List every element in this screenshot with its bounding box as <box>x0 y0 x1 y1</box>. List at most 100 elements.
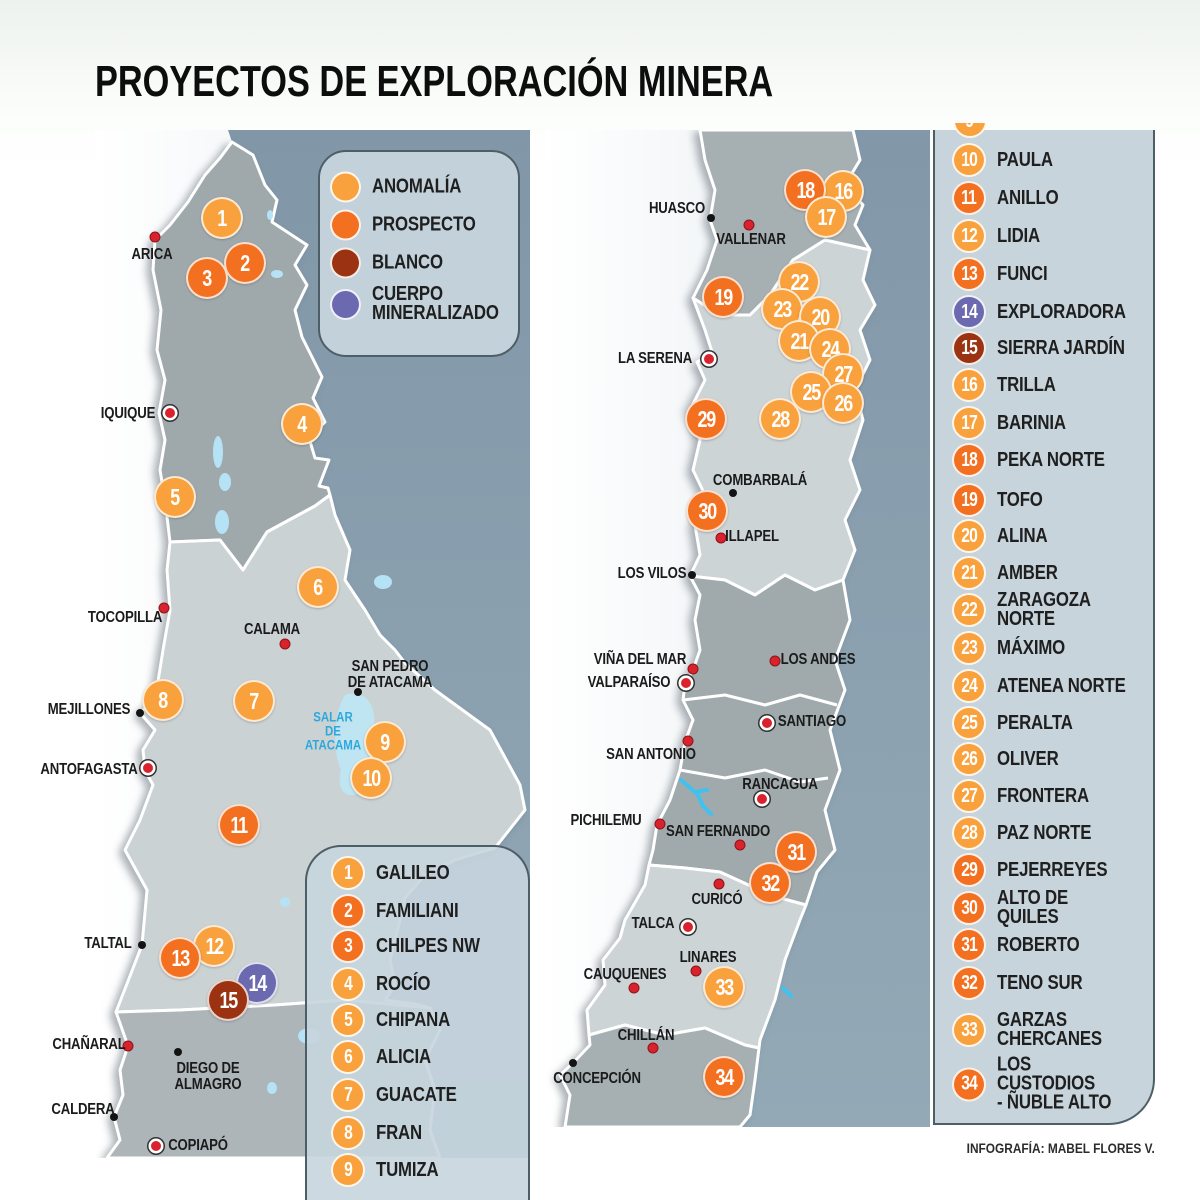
marker-5: 5 <box>154 476 196 518</box>
list-circle-10: 10 <box>952 143 986 177</box>
list-circle-partial-9: 9 <box>953 123 987 138</box>
list-circle-33: 33 <box>952 1013 986 1047</box>
city-label-la-serena: LA SERENA <box>617 350 693 368</box>
list-label-9: TUMIZA <box>376 1158 439 1181</box>
list-circle-6: 6 <box>331 1040 365 1074</box>
map-north-overlay: ARICA IQUIQUE TOCOPILLA CALAMA SAN PEDRO DE … <box>40 130 530 1158</box>
city-label-vi-a-del-mar: VIÑA DEL MAR <box>593 651 687 669</box>
list-item-10: 10 PAULA <box>952 143 1063 177</box>
city-label-diego-de-almagro: DIEGO DE ALMAGRO <box>174 1060 242 1093</box>
city-dot-vallenar <box>743 219 755 231</box>
city-label-los-vilos: LOS VILOS <box>617 565 687 583</box>
city-dot-diego-de-almagro <box>174 1048 182 1056</box>
list-item-9: 9 TUMIZA <box>331 1153 450 1187</box>
list-label-27: FRONTERA <box>997 784 1089 807</box>
marker-1: 1 <box>201 197 243 239</box>
legend-item-blanco: BLANCO <box>330 247 456 279</box>
anomal-a-swatch <box>330 171 361 203</box>
marker-31: 31 <box>775 831 817 873</box>
city-label-calama: CALAMA <box>243 621 301 639</box>
legend-label: ANOMALÍA <box>372 175 462 198</box>
list-label-22: ZARAGOZA NORTE <box>997 589 1091 630</box>
list-item-15: 15 SIERRA JARDÍN <box>952 331 1149 365</box>
list-label-23: MÁXIMO <box>997 636 1066 659</box>
city-dot-arica <box>149 231 161 243</box>
city-label-talca: TALCA <box>631 915 675 933</box>
marker-9: 9 <box>364 721 406 763</box>
city-label-arica: ARICA <box>131 246 173 264</box>
marker-13: 13 <box>159 937 201 979</box>
list-item-4: 4 ROCÍO <box>331 967 441 1001</box>
list-circle-13: 13 <box>952 257 986 291</box>
list-circle-31: 31 <box>952 928 986 962</box>
list-circle-21: 21 <box>952 556 986 590</box>
city-label-huasco: HUASCO <box>648 200 706 218</box>
city-dot-san-fernando <box>734 839 746 851</box>
city-label-cha-aral: CHAÑARAL <box>52 1036 126 1054</box>
city-label-copiap: COPIAPÓ <box>168 1137 228 1155</box>
list-item-32: 32 TENO SUR <box>952 966 1099 1000</box>
list-circle-20: 20 <box>952 519 986 553</box>
city-label-tocopilla: TOCOPILLA <box>87 609 163 627</box>
legend-label: BLANCO <box>372 251 443 274</box>
list-label-30: ALTO DE QUILES <box>997 887 1069 928</box>
list-label-10: PAULA <box>997 148 1053 171</box>
list-item-26: 26 OLIVER <box>952 742 1070 776</box>
list-circle-18: 18 <box>952 443 986 477</box>
list-label-26: OLIVER <box>997 747 1059 770</box>
city-dot-concepci-n <box>569 1059 577 1067</box>
list-circle-14: 14 <box>952 295 986 329</box>
list-circle-7: 7 <box>331 1078 365 1112</box>
legend-label: CUERPO MINERALIZADO <box>372 283 499 324</box>
marker-30: 30 <box>686 490 728 532</box>
list-item-30: 30 ALTO DE QUILES <box>952 887 1153 928</box>
legend-item-cuerpo-mineralizado: CUERPO MINERALIZADO <box>330 283 523 324</box>
marker-8: 8 <box>142 679 184 721</box>
list-label-8: FRAN <box>376 1121 422 1144</box>
city-label-illapel: ILLAPEL <box>725 528 779 546</box>
city-dot-la-serena <box>704 354 714 364</box>
list-circle-27: 27 <box>952 779 986 813</box>
list-label-17: BARINIA <box>997 411 1066 434</box>
city-dot-huasco <box>707 214 715 222</box>
legend-panel: ANOMALÍA PROSPECTO BLANCO CUERPO MINERALIZA… <box>318 150 520 357</box>
prospecto-swatch <box>330 209 361 241</box>
list-circle-15: 15 <box>952 331 986 365</box>
list-label-12: LIDIA <box>997 224 1041 247</box>
list-circle-1: 1 <box>331 856 365 890</box>
marker-11: 11 <box>218 804 260 846</box>
list-label-15: SIERRA JARDÍN <box>997 336 1125 359</box>
list-circle-12: 12 <box>952 219 986 253</box>
list-item-19: 19 TOFO <box>952 483 1051 517</box>
list-label-31: ROBERTO <box>997 933 1080 956</box>
list-label-7: GUACATE <box>376 1083 457 1106</box>
marker-10: 10 <box>350 757 392 799</box>
city-dot-talca <box>683 922 693 932</box>
city-dot-combarbal <box>729 489 737 497</box>
city-label-taltal: TALTAL <box>84 935 132 953</box>
list-circle-9: 9 <box>331 1153 365 1187</box>
list-circle-3: 3 <box>331 929 365 963</box>
list-circle-25: 25 <box>952 706 986 740</box>
cuerpo-mineralizado-swatch <box>330 288 361 320</box>
list-label-28: PAZ NORTE <box>997 821 1092 844</box>
list-label-3: CHILPES NW <box>376 934 480 957</box>
list-item-21: 21 AMBER <box>952 556 1069 590</box>
city-label-santiago: SANTIAGO <box>777 713 847 731</box>
list-label-24: ATENEA NORTE <box>997 674 1126 697</box>
city-label-cauquenes: CAUQUENES <box>583 966 667 984</box>
city-label-combarbal: COMBARBALÁ <box>712 472 808 490</box>
city-label-vallenar: VALLENAR <box>716 231 786 249</box>
list-label-20: ALINA <box>997 524 1048 547</box>
list-circle-32: 32 <box>952 966 986 1000</box>
list-item-11: 11 ANILLO <box>952 181 1070 215</box>
list-circle-23: 23 <box>952 631 986 665</box>
project-list-right: 9 10 PAULA 11 ANILLO 12 LIDIA 13 FUNCI 14 EXPLORAD… <box>933 123 1155 1125</box>
list-label-6: ALICIA <box>376 1045 431 1068</box>
city-label-los-andes: LOS ANDES <box>780 651 856 669</box>
city-label-valpara-so: VALPARAÍSO <box>587 674 671 692</box>
list-item-34: 34 LOS CUSTODIOS - ÑUBLE ALTO <box>952 1055 1153 1113</box>
marker-19: 19 <box>702 276 744 318</box>
city-dot-chill-n <box>647 1042 659 1054</box>
